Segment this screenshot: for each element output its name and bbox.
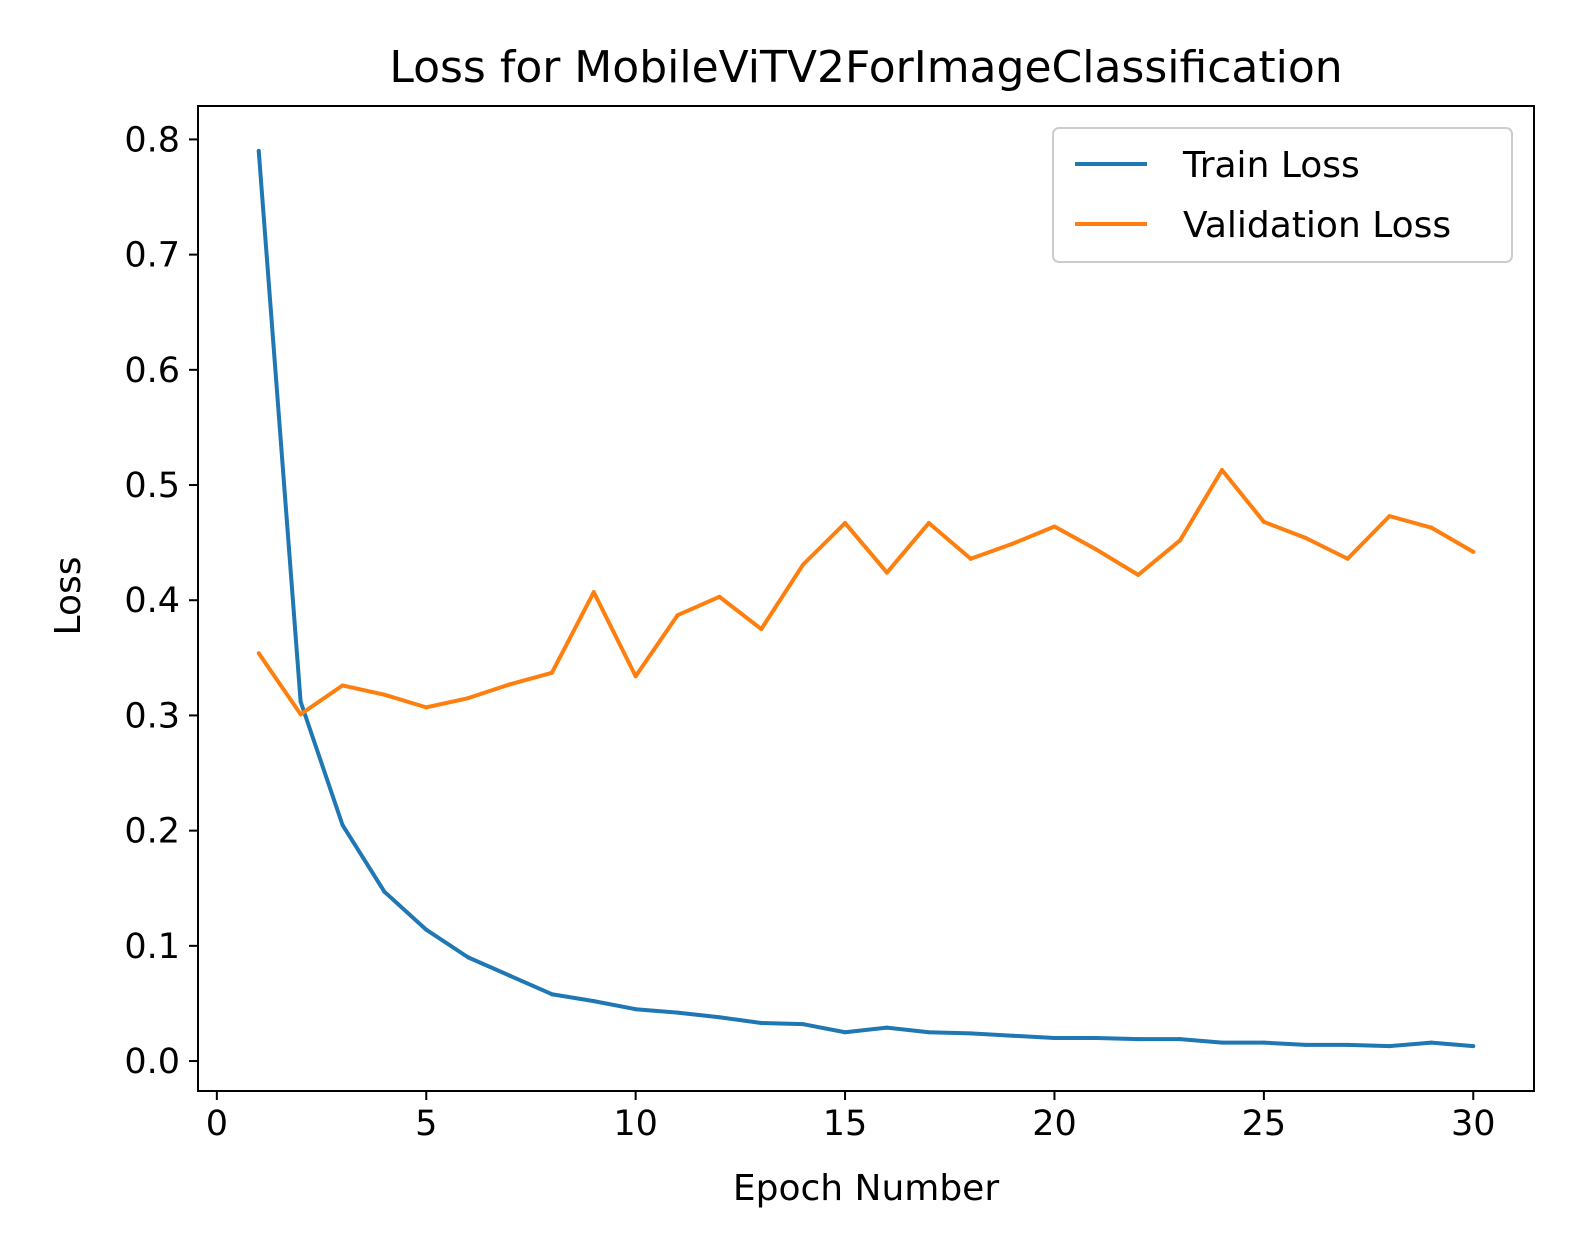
x-tick-label: 30	[1451, 1104, 1496, 1144]
train-loss-point	[591, 999, 596, 1004]
validation-loss-point	[675, 613, 680, 618]
validation-loss-point	[1136, 572, 1141, 577]
chart-title: Loss for MobileViTV2ForImageClassificati…	[389, 42, 1342, 93]
train-loss-point	[508, 973, 513, 978]
legend-box	[1052, 127, 1513, 263]
train-loss-point	[884, 1025, 889, 1030]
validation-loss-point	[549, 670, 554, 675]
train-loss-point	[633, 1007, 638, 1012]
validation-loss-point	[1471, 549, 1476, 554]
validation-loss-point	[1178, 538, 1183, 543]
validation-loss-point	[298, 712, 303, 717]
x-tick-label: 5	[415, 1104, 437, 1144]
validation-loss-point	[1010, 541, 1015, 546]
x-axis-ticks: 0 5 10 15 20 25 30	[206, 1091, 1496, 1144]
train-loss-point	[801, 1022, 806, 1027]
train-loss-point	[1471, 1044, 1476, 1049]
y-tick-label: 0.4	[124, 581, 180, 621]
validation-loss-point	[1387, 514, 1392, 519]
y-tick-label: 0.8	[124, 120, 180, 160]
train-loss-point	[968, 1031, 973, 1036]
train-loss-point	[1345, 1042, 1350, 1047]
train-loss-legend-label: Train Loss	[1182, 145, 1360, 186]
train-loss-point	[1303, 1042, 1308, 1047]
train-loss-point	[1052, 1036, 1057, 1041]
y-tick-label: 0.3	[124, 696, 180, 736]
train-loss-point	[843, 1030, 848, 1035]
train-loss-line	[256, 150, 1474, 1049]
y-tick-label: 0.2	[124, 812, 180, 852]
plot-frame	[197, 105, 1535, 1092]
validation-loss-point	[633, 674, 638, 679]
validation-loss-point	[382, 692, 387, 697]
x-tick-label: 25	[1242, 1104, 1287, 1144]
validation-loss-point	[717, 594, 722, 599]
validation-loss-point	[1094, 547, 1099, 552]
validation-loss-point	[1429, 525, 1434, 530]
validation-loss-point	[926, 521, 931, 526]
validation-loss-point	[256, 651, 261, 656]
train-loss-point	[675, 1010, 680, 1015]
validation-loss-point	[843, 521, 848, 526]
train-loss-point	[466, 955, 471, 960]
train-loss-point	[1178, 1037, 1183, 1042]
validation-loss-point	[340, 683, 345, 688]
validation-loss-point	[1303, 536, 1308, 541]
train-loss-point	[1387, 1044, 1392, 1049]
train-loss-point	[256, 148, 261, 153]
train-loss-point	[717, 1015, 722, 1020]
validation-loss-point	[466, 696, 471, 701]
validation-loss-point	[1345, 556, 1350, 561]
train-loss-point	[549, 992, 554, 997]
train-loss-point	[1219, 1040, 1224, 1045]
train-loss-point	[424, 927, 429, 932]
train-loss-point	[1261, 1040, 1266, 1045]
x-tick-label: 0	[206, 1104, 228, 1144]
train-loss-point	[1429, 1040, 1434, 1045]
train-loss-point	[340, 822, 345, 827]
validation-loss-legend-label: Validation Loss	[1183, 205, 1451, 246]
validation-loss-point	[759, 627, 764, 632]
validation-loss-point	[508, 682, 513, 687]
train-loss-point	[382, 889, 387, 894]
validation-loss-point	[968, 556, 973, 561]
train-loss-point	[1136, 1037, 1141, 1042]
y-axis-ticks: 0.0 0.1 0.2 0.3 0.4 0.5 0.6 0.7 0.8	[124, 120, 198, 1082]
y-tick-label: 0.1	[124, 927, 180, 967]
validation-loss-point	[884, 570, 889, 575]
x-tick-label: 10	[613, 1104, 658, 1144]
train-loss-point	[759, 1021, 764, 1026]
validation-loss-point	[1219, 468, 1224, 473]
validation-loss-point	[1261, 519, 1266, 524]
validation-loss-point	[1052, 524, 1057, 529]
y-tick-label: 0.6	[124, 351, 180, 391]
validation-loss-point	[424, 705, 429, 710]
validation-loss-point	[591, 590, 596, 595]
legend: Train Loss Validation Loss	[1052, 127, 1513, 263]
train-loss-point	[926, 1030, 931, 1035]
x-axis-label: Epoch Number	[733, 1168, 999, 1209]
y-axis-label: Loss	[48, 557, 89, 636]
x-tick-label: 15	[823, 1104, 868, 1144]
train-loss-point	[1010, 1033, 1015, 1038]
y-tick-label: 0.0	[124, 1042, 180, 1082]
y-tick-label: 0.7	[124, 236, 180, 276]
plot-lines	[256, 148, 1476, 1049]
x-tick-label: 20	[1032, 1104, 1077, 1144]
train-loss-point	[298, 699, 303, 704]
validation-loss-line	[257, 468, 1475, 717]
train-loss-point	[1094, 1036, 1099, 1041]
validation-loss-point	[801, 562, 806, 567]
y-tick-label: 0.5	[124, 466, 180, 506]
